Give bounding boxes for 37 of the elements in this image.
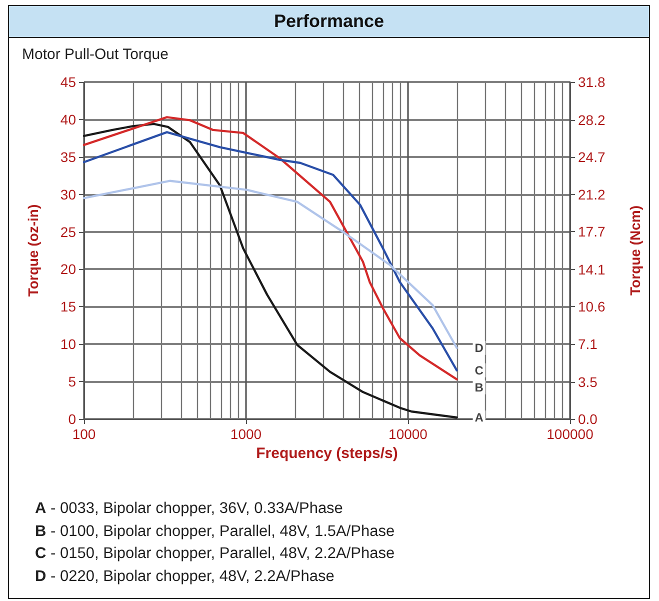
y-tick-label: 10 [60, 336, 76, 352]
x-tick-label: 100000 [546, 426, 594, 442]
y-tick-label: 20 [60, 261, 76, 278]
y2-tick-label: 31.8 [578, 74, 606, 90]
y2-tick-label: 14.1 [578, 262, 606, 278]
y-tick-label: 40 [60, 111, 76, 128]
y2-tick-label: 0.0 [578, 411, 598, 427]
x-axis-title: Frequency (steps/s) [256, 444, 398, 462]
y2-tick-label: 21.2 [578, 186, 606, 202]
text: C - 0150, Bipolar chopper, Parallel, 48V, 2.2A/Phase [35, 544, 395, 564]
x-tick-label: 1000 [230, 426, 262, 442]
y-tick-label: 5 [68, 374, 76, 390]
chart-title: Performance [9, 6, 649, 38]
series-label: D [474, 340, 484, 355]
y2-tick-label: 17.7 [578, 223, 606, 240]
y2-tick-label: 24.7 [578, 149, 606, 166]
y-tick-label: 15 [60, 298, 76, 315]
y2-tick-label: 10.6 [578, 298, 606, 315]
text: B - 0100, Bipolar chopper, Parallel, 48V, 1.5A/Phase [35, 522, 395, 542]
y-axis-title: Torque (oz-in) [25, 204, 41, 297]
y-tick-label: 25 [60, 224, 76, 240]
chart-subtitle: Motor Pull-Out Torque [22, 46, 168, 63]
y-tick-label: 30 [60, 186, 76, 202]
y2-tick-label: 7.1 [578, 336, 598, 352]
x-tick-label: 10000 [388, 426, 428, 442]
y-tick-label: 35 [60, 148, 76, 165]
text: A - 0033, Bipolar chopper, 36V, 0.33A/Phase [35, 499, 344, 519]
y2-axis-title: Torque (Ncm) [627, 206, 643, 296]
text: D - 0220, Bipolar chopper, 48V, 2.2A/Phase [35, 566, 336, 586]
y2-tick-label: 3.5 [578, 374, 598, 390]
y-tick-label: 0 [68, 411, 76, 427]
x-tick-label: 100 [72, 426, 96, 442]
y2-tick-label: 28.2 [578, 112, 606, 128]
series-label: A [474, 410, 484, 424]
series-label: C [474, 363, 484, 378]
series-label: B [474, 380, 484, 394]
y-tick-label: 45 [60, 74, 76, 90]
